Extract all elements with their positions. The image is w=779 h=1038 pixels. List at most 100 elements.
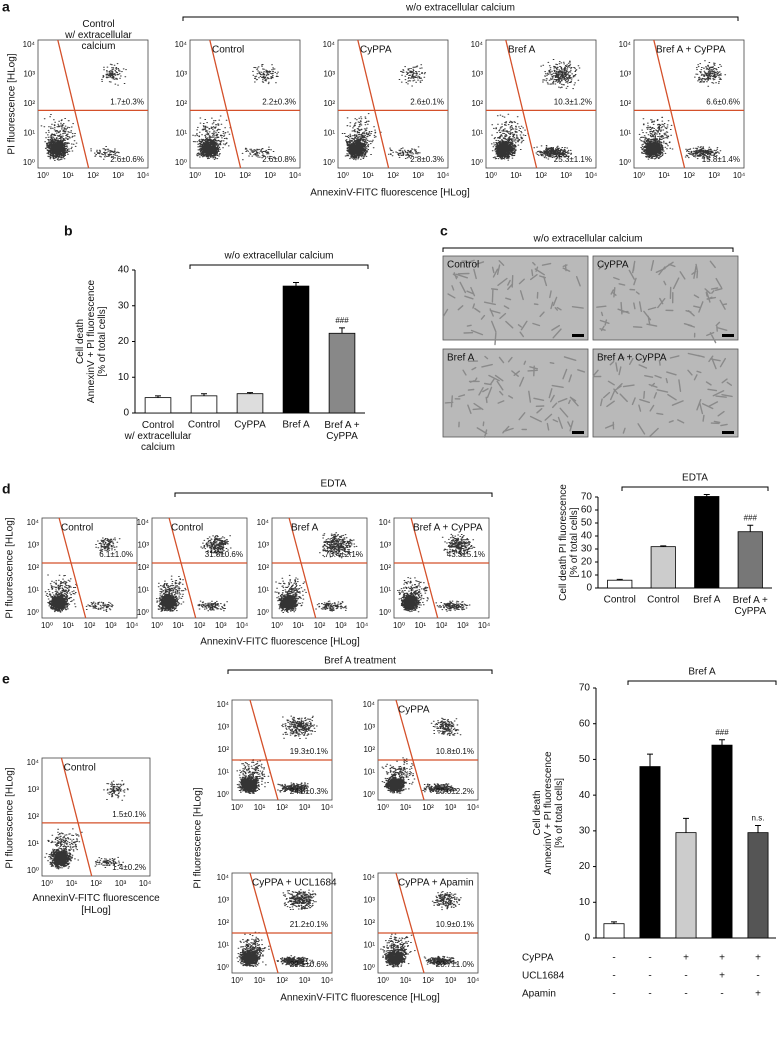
y-tick-label: 10¹ xyxy=(257,586,269,595)
bar xyxy=(144,397,172,414)
x-tick-label: 10³ xyxy=(299,976,311,985)
y-tick-label: 10² xyxy=(27,812,39,821)
y-tick-label: 50 xyxy=(579,754,591,765)
dot-cloud xyxy=(44,780,129,870)
table-mark: - xyxy=(612,989,615,1000)
error-bar xyxy=(647,753,653,767)
y-tick-label: 10² xyxy=(175,99,187,108)
gate-line xyxy=(209,39,242,169)
y-tick-label: 10⁰ xyxy=(23,158,35,167)
x-tick-label: 10¹ xyxy=(62,621,74,630)
y-axis-label: Cell death PI fluorescence[% of total ce… xyxy=(558,484,580,601)
gate-line xyxy=(288,517,317,619)
x-tick-label: 10² xyxy=(422,976,434,985)
error-bar xyxy=(247,392,253,394)
plot-name: CyPPA xyxy=(360,45,392,56)
bracket xyxy=(174,492,493,497)
quadrant-percent: 1.5±0.1% xyxy=(112,810,146,819)
quadrant-percent: 10.3±1.2% xyxy=(554,98,592,107)
y-tick-label: 10⁴ xyxy=(27,518,40,527)
x-tick-label: 10³ xyxy=(299,803,311,812)
y-tick-label: 10¹ xyxy=(175,129,187,138)
y-tick-label: 0 xyxy=(586,583,592,594)
x-tick-label: 10⁴ xyxy=(126,621,139,630)
quadrant-percent: 20.7±1.0% xyxy=(436,960,474,969)
bar xyxy=(607,579,633,589)
table-mark: - xyxy=(720,989,723,1000)
table-mark: - xyxy=(684,971,687,982)
x-tick-label: Bref A + CyPPA xyxy=(733,595,768,617)
y-tick-label: 10² xyxy=(471,99,483,108)
y-axis-label: PI fluorescence [HLog] xyxy=(193,787,204,888)
dot-cloud xyxy=(397,533,476,613)
y-tick-label: 10² xyxy=(363,918,375,927)
x-tick-label: 10³ xyxy=(115,879,127,888)
error-bar xyxy=(155,395,161,398)
quadrant-percent: 6.1±1.0% xyxy=(99,550,133,559)
y-tick-label: 0 xyxy=(584,933,590,944)
y-tick-label: 10 xyxy=(579,897,591,908)
dot-cloud xyxy=(490,59,581,161)
plot-name: CyPPA + Apamin xyxy=(398,878,474,889)
group-label: Bref A treatment xyxy=(324,656,396,667)
quadrant-percent: 2.6±0.1% xyxy=(410,98,444,107)
gate-line xyxy=(57,39,90,169)
table-mark: - xyxy=(684,989,687,1000)
error-bar xyxy=(616,578,623,581)
dot-cloud xyxy=(236,715,318,794)
x-tick-label: Control w/ extracellular calcium xyxy=(124,420,192,453)
y-tick-label: 10² xyxy=(217,745,229,754)
y-tick-label: 10⁰ xyxy=(27,608,39,617)
y-tick-label: 10⁴ xyxy=(27,758,40,767)
y-tick-label: 10⁴ xyxy=(217,873,230,882)
table-mark: + xyxy=(755,989,761,1000)
dot-cloud xyxy=(274,532,358,613)
x-tick-label: 10⁰ xyxy=(393,621,405,630)
x-tick-label: 10¹ xyxy=(510,171,522,180)
x-tick-label: 10² xyxy=(276,803,288,812)
x-tick-label: 10¹ xyxy=(62,171,74,180)
scale-bar xyxy=(722,431,734,434)
y-tick-label: 10⁴ xyxy=(137,518,150,527)
x-tick-label: 10³ xyxy=(445,976,457,985)
y-tick-label: 30 xyxy=(579,825,591,836)
gate-line xyxy=(168,517,197,619)
y-axis-label: PI fluorescence [HLog] xyxy=(7,53,18,154)
scale-bar xyxy=(572,334,584,337)
x-tick-label: 10³ xyxy=(560,171,572,180)
y-tick-label: 10² xyxy=(257,563,269,572)
error-bar xyxy=(719,739,725,746)
table-mark: - xyxy=(612,953,615,964)
x-tick-label: 10³ xyxy=(335,621,347,630)
x-tick-label: 10⁴ xyxy=(467,803,480,812)
x-tick-label: 10² xyxy=(314,621,326,630)
table-mark: - xyxy=(648,971,651,982)
gate-line xyxy=(249,872,279,974)
quadrant-percent: 24.8±0.3% xyxy=(290,787,328,796)
y-tick-label: 10¹ xyxy=(27,586,39,595)
y-tick-label: 10¹ xyxy=(217,941,229,950)
y-tick-label: 10³ xyxy=(27,785,39,794)
dot-cloud xyxy=(44,537,121,613)
x-tick-label: 10⁰ xyxy=(41,879,53,888)
quadrant-percent: 19.3±0.1% xyxy=(290,747,328,756)
y-tick-label: 10⁴ xyxy=(175,40,188,49)
y-tick-label: 10⁰ xyxy=(619,158,631,167)
error-bar xyxy=(339,327,345,334)
y-tick-label: 70 xyxy=(579,683,591,694)
x-tick-label: 10³ xyxy=(457,621,469,630)
y-tick-label: 10² xyxy=(23,99,35,108)
bracket xyxy=(621,486,769,491)
x-tick-label: Bref A xyxy=(693,595,721,606)
bar xyxy=(190,395,218,414)
scale-bar xyxy=(572,431,584,434)
y-tick-label: 10² xyxy=(137,563,149,572)
table-mark: + xyxy=(755,953,761,964)
x-tick-label: 10² xyxy=(239,171,251,180)
y-tick-label: 10³ xyxy=(217,723,229,732)
y-tick-label: 10⁰ xyxy=(217,790,229,799)
quadrant-percent: 15.8±1.4% xyxy=(702,155,740,164)
x-tick-label: 10³ xyxy=(112,171,124,180)
y-tick-label: 70 xyxy=(581,492,593,503)
group-label: Bref A xyxy=(688,667,716,678)
